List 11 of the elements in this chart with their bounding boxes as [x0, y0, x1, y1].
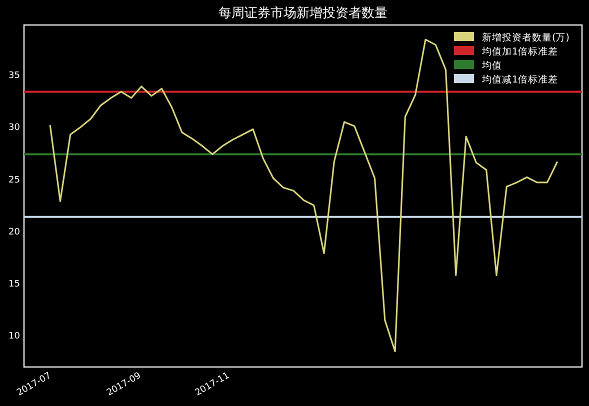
- legend-label: 均值: [481, 60, 502, 72]
- y-tick-label: 30: [8, 123, 20, 134]
- y-tick-label: 25: [8, 175, 20, 186]
- legend-label: 新增投资者数量(万): [482, 32, 570, 44]
- legend-label: 均值加1倍标准差: [481, 46, 558, 58]
- y-tick-label: 15: [8, 280, 20, 290]
- y-tick-label: 20: [8, 227, 20, 238]
- legend-label: 均值减1倍标准差: [481, 74, 558, 86]
- chart-title: 每周证券市场新增投资者数量: [218, 6, 388, 21]
- y-tick-label: 35: [8, 71, 20, 82]
- y-tick-label: 10: [8, 332, 20, 342]
